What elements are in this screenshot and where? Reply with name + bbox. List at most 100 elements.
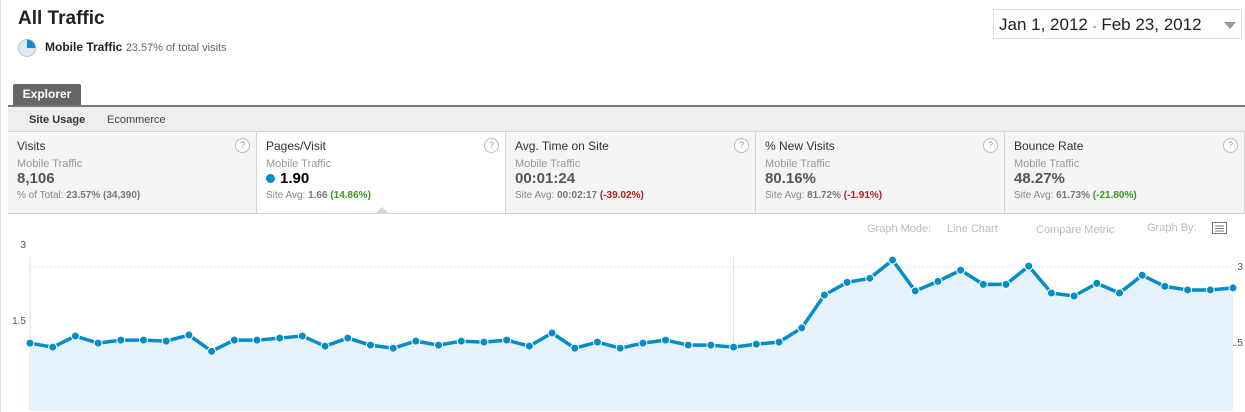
metric-name: Bounce Rate [1014,139,1084,153]
segment-share: 23.57% of total visits [125,42,227,54]
page-title: All Traffic [18,8,105,29]
point [1228,283,1238,293]
point [320,341,330,351]
tab-bar [8,105,1245,107]
date-separator: - [1092,19,1097,33]
point [570,343,580,353]
metric-value: 8,106 [17,170,55,187]
chart: 1.51.533Jan 1Feb 1 [12,240,1243,411]
y-tick-label: 3 [20,240,26,251]
help-icon[interactable]: ? [734,138,749,153]
point [797,323,807,333]
metric-cell[interactable]: ? Avg. Time on Site Mobile Traffic 00:01:24… [506,132,756,213]
point [842,277,852,287]
metric-segment: Mobile Traffic [266,158,332,170]
point [434,340,444,350]
graph-mode[interactable]: Line Chart [947,223,998,235]
point [706,340,716,350]
date-range-picker[interactable]: Jan 1, 2012 - Feb 23, 2012 [993,9,1242,39]
metric-cell[interactable]: ? Bounce Rate Mobile Traffic 48.27% Site Avg… [1005,132,1245,213]
metric-avg: Site Avg: 00:02:17 (-39.02%) [515,190,746,201]
dropdown-arrow [1224,22,1236,29]
avg-label: Site Avg: [1014,190,1054,201]
metric-segment: Mobile Traffic [17,158,83,170]
point [48,342,58,352]
help-icon[interactable]: ? [235,138,250,153]
metric-avg: Site Avg: 61.73% (-21.80%) [1014,190,1235,201]
subtab[interactable]: Site Usage [29,114,86,126]
point [524,341,534,351]
point [184,330,194,340]
avg-label: % of Total: [17,190,64,201]
point [592,337,602,347]
metric-cell[interactable]: ? Pages/Visit Mobile Traffic 1.90 Site Avg: … [257,132,506,214]
point [388,343,398,353]
avg-change: (34,390) [103,190,141,201]
point [1046,288,1056,298]
y2-tick-label: 3 [1237,262,1243,273]
point [138,335,148,345]
point [456,336,466,346]
metric-segment: Mobile Traffic [765,158,831,170]
segment-name: Mobile Traffic [45,40,123,54]
metric-value-row: 48.27% [1014,170,1235,187]
avg-change: (-39.02%) [599,190,644,201]
segment-icon [18,39,36,57]
point [1092,278,1102,288]
segment-line: Mobile Traffic 23.57% of total visits [45,40,227,54]
point [1137,270,1147,280]
point [956,265,966,275]
avg-change: (-1.91%) [843,190,883,201]
point [116,335,126,345]
help-icon[interactable]: ? [484,138,499,153]
compare-metric[interactable]: Compare Metric [1036,224,1115,236]
point [978,279,988,289]
point [502,335,512,345]
metric-avg: % of Total: 23.57% (34,390) [17,190,247,201]
point [343,333,353,343]
avg-value: 00:02:17 [557,190,598,201]
metric-value: 1.90 [280,170,310,187]
graph-by-icon[interactable] [1212,222,1228,235]
point [1115,288,1125,298]
metric-segment: Mobile Traffic [1014,158,1080,170]
tab[interactable]: Explorer [13,84,81,105]
avg-value: 1.66 [308,190,328,201]
point [638,338,648,348]
metric-dot [266,174,275,183]
y-tick-label: 1.5 [12,316,26,327]
area [30,260,1233,411]
point [161,336,171,346]
metric-segment: Mobile Traffic [515,158,581,170]
point [1069,291,1079,301]
point [479,337,489,347]
metric-name: Visits [17,139,46,153]
point [933,276,943,286]
point [70,331,80,341]
help-icon[interactable]: ? [983,138,998,153]
metric-value: 80.16% [765,170,816,187]
metric-name: Avg. Time on Site [515,139,609,153]
point [819,290,829,300]
graph-by-label: Graph By: [1147,222,1197,234]
metric-name: % New Visits [765,139,835,153]
point [365,340,375,350]
point [207,346,217,356]
y2-tick-label: 1.5 [1229,338,1243,349]
date-start: Jan 1, 2012 [999,15,1088,34]
date-end: Feb 23, 2012 [1101,15,1202,34]
subtab[interactable]: Ecommerce [107,114,166,126]
selected-notch [375,207,389,214]
metric-name: Pages/Visit [266,139,326,153]
point [275,333,285,343]
point [661,335,671,345]
metric-cell[interactable]: ? % New Visits Mobile Traffic 80.16% Site Av… [756,132,1005,213]
avg-label: Site Avg: [765,190,805,201]
point [774,337,784,347]
help-icon[interactable]: ? [1223,138,1238,153]
metric-cell[interactable]: ? Visits Mobile Traffic 8,106 % of Total: 23… [8,132,257,213]
avg-value: 81.72% [807,190,841,201]
point [729,342,739,352]
metric-avg: Site Avg: 81.72% (-1.91%) [765,190,995,201]
